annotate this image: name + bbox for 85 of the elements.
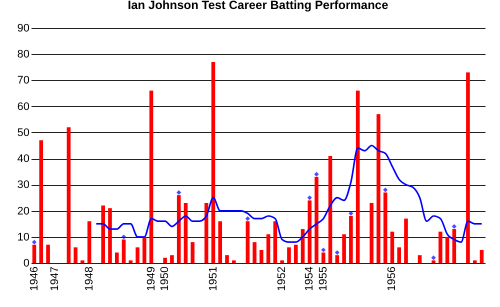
bar <box>108 208 112 263</box>
bar <box>66 127 71 263</box>
point <box>321 248 326 252</box>
x-tick-label: 1956 <box>386 266 398 291</box>
bar <box>232 260 236 263</box>
bar <box>225 255 229 263</box>
bar <box>142 236 146 263</box>
y-tick-label: 40 <box>17 153 30 166</box>
x-tick-label: 1954 <box>304 266 316 291</box>
bar <box>287 247 291 263</box>
bar <box>466 72 470 263</box>
bar <box>432 260 436 263</box>
y-tick-label: 30 <box>17 179 30 192</box>
bar <box>370 202 374 263</box>
bar <box>404 218 408 263</box>
point <box>348 211 354 216</box>
y-tick-label: 90 <box>17 22 30 34</box>
bar <box>397 247 402 263</box>
y-tick-label: 10 <box>17 231 30 244</box>
y-tick-label: 0 <box>23 258 30 270</box>
bar <box>356 90 360 263</box>
bar <box>39 140 44 263</box>
y-tick-label: 50 <box>17 126 30 139</box>
point <box>176 190 182 195</box>
x-tick-label: 1947 <box>48 266 61 291</box>
bar <box>80 260 84 263</box>
x-tick-label: 1948 <box>83 266 96 291</box>
point <box>383 188 388 192</box>
bar <box>136 247 140 263</box>
y-tick-label: 70 <box>17 74 30 87</box>
bar <box>122 240 126 263</box>
bar <box>390 232 394 263</box>
bar <box>308 200 312 263</box>
point <box>431 255 436 260</box>
bar <box>163 258 167 263</box>
bar <box>170 255 174 263</box>
bar <box>266 234 270 263</box>
x-tick-label: 1950 <box>159 266 172 291</box>
bar <box>252 242 256 263</box>
y-tick-label: 20 <box>17 205 30 218</box>
x-tick-label: 1955 <box>317 266 330 291</box>
point <box>314 172 319 177</box>
bar <box>438 232 442 263</box>
bar <box>74 247 78 263</box>
y-tick-label: 60 <box>17 100 30 113</box>
x-tick-label: 1949 <box>145 266 158 291</box>
x-tick-label: 1951 <box>207 266 220 291</box>
bar <box>418 255 422 263</box>
line-series <box>95 144 483 243</box>
bar <box>184 202 188 263</box>
bar <box>342 234 346 263</box>
x-tick-label: 1946 <box>28 266 40 291</box>
bar <box>445 236 450 263</box>
point <box>245 216 250 221</box>
point <box>32 240 37 244</box>
bar <box>46 244 50 263</box>
bar <box>101 206 106 263</box>
point <box>334 250 340 255</box>
bar <box>294 244 298 263</box>
bar <box>211 62 216 263</box>
bar <box>328 156 332 263</box>
bar <box>376 114 380 263</box>
bar <box>246 221 250 263</box>
bar <box>218 221 222 263</box>
bar <box>383 192 388 263</box>
point <box>307 195 312 200</box>
bar <box>335 255 340 263</box>
bar <box>87 221 92 263</box>
bar <box>204 202 208 263</box>
chart-title: Ian Johnson Test Career Batting Performance <box>128 0 389 12</box>
bar <box>273 221 278 263</box>
x-tick-label: 1952 <box>276 266 288 291</box>
y-tick-label: 80 <box>17 48 30 61</box>
bar <box>190 242 194 263</box>
bar <box>322 252 326 263</box>
point <box>452 224 457 229</box>
bar <box>349 216 353 263</box>
bar <box>149 90 154 263</box>
bar <box>32 244 36 263</box>
bar <box>260 250 264 263</box>
bar <box>314 176 318 263</box>
bar <box>280 260 284 263</box>
bar <box>114 252 119 263</box>
point <box>121 234 126 240</box>
bar <box>480 250 484 263</box>
